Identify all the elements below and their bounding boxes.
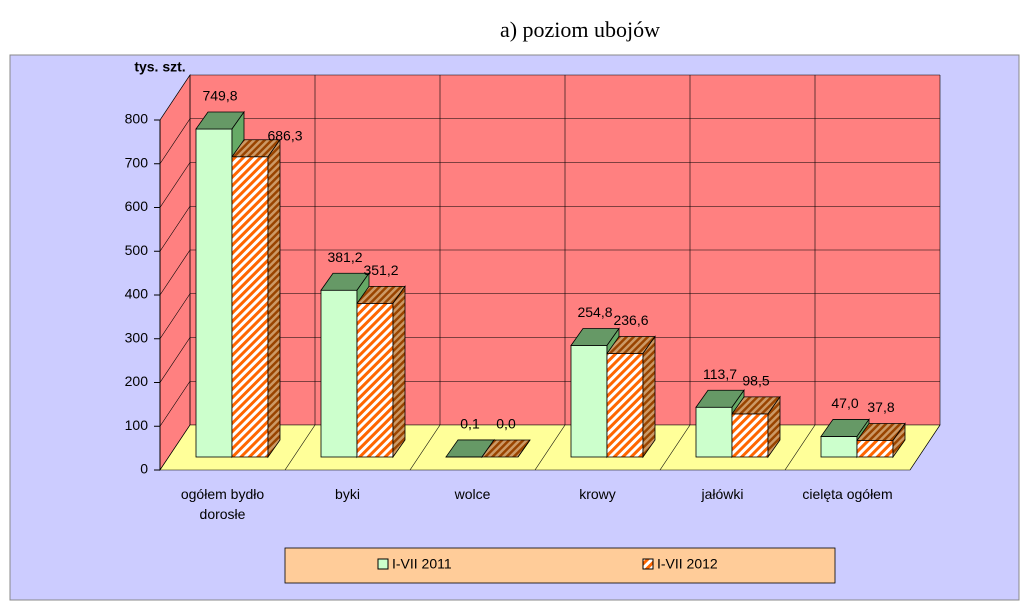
bar-side xyxy=(642,335,656,459)
y-tick-label: 0 xyxy=(140,461,148,477)
category-divider xyxy=(909,424,941,471)
bar-front xyxy=(731,413,769,458)
bar-side xyxy=(892,422,906,459)
bar xyxy=(231,138,281,459)
grid-line xyxy=(159,381,191,427)
category-divider xyxy=(284,424,316,471)
y-tick-label: 800 xyxy=(125,111,149,127)
y-tick-label: 700 xyxy=(125,154,149,170)
grid-line xyxy=(159,249,191,296)
value-label: 686,3 xyxy=(267,127,302,143)
category-divider xyxy=(159,424,191,471)
value-label: 47,0 xyxy=(831,395,858,411)
x-tick-label: byki xyxy=(335,486,360,502)
bar xyxy=(856,422,906,459)
y-tick-label: 200 xyxy=(125,373,149,389)
bar-front xyxy=(320,289,358,458)
y-tick-label: 500 xyxy=(125,242,149,258)
bar-side xyxy=(517,439,531,458)
legend-box xyxy=(284,547,836,584)
x-tick-label: cielęta ogółem xyxy=(802,486,893,502)
bar-front xyxy=(356,302,394,458)
y-tick-label: 100 xyxy=(125,417,149,433)
x-tick-label: jałówki xyxy=(701,486,744,502)
y-tick-label: 600 xyxy=(125,198,149,214)
grid-line xyxy=(159,162,191,208)
value-label: 381,2 xyxy=(327,249,362,265)
value-label: 98,5 xyxy=(742,373,769,389)
bar-front xyxy=(695,406,733,458)
category-divider xyxy=(409,424,441,471)
legend-swatch xyxy=(642,558,654,570)
value-label: 113,7 xyxy=(703,366,737,382)
x-tick-label: wolce xyxy=(454,486,491,502)
value-label: 351,2 xyxy=(363,262,398,278)
bar xyxy=(481,439,531,458)
category-divider xyxy=(784,424,816,471)
x-tick-label: krowy xyxy=(579,486,616,502)
x-tick-label: ogółem bydło dorosłe xyxy=(180,486,265,522)
bar-front xyxy=(606,353,644,458)
value-label: 0,1 xyxy=(460,416,480,432)
grid-line xyxy=(159,337,191,383)
value-label: 0,0 xyxy=(496,416,516,432)
bar xyxy=(606,335,656,459)
bar-front xyxy=(856,440,894,458)
bar-side xyxy=(767,395,781,459)
bar xyxy=(356,285,406,459)
bar-front xyxy=(195,128,233,458)
grid-line xyxy=(159,206,191,252)
value-label: 236,6 xyxy=(613,312,648,328)
category-divider xyxy=(534,424,566,471)
grid-line xyxy=(159,74,191,121)
legend-label: I-VII 2012 xyxy=(657,556,718,572)
bar-front xyxy=(570,345,608,458)
y-tick-label: 400 xyxy=(125,286,149,302)
bar xyxy=(731,395,781,459)
category-divider xyxy=(659,424,691,471)
value-label: 749,8 xyxy=(202,88,237,104)
grid-line xyxy=(159,118,191,164)
legend-label: I-VII 2011 xyxy=(392,556,452,572)
bar-front xyxy=(820,436,858,458)
bar-front xyxy=(231,156,269,458)
legend-swatch xyxy=(377,558,389,570)
bar-side xyxy=(392,285,406,459)
value-label: 254,8 xyxy=(577,304,612,320)
y-axis-label: tys. szt. xyxy=(134,59,185,75)
y-tick-label: 300 xyxy=(125,329,149,345)
grid-line xyxy=(159,293,191,339)
value-label: 37,8 xyxy=(867,399,894,415)
bar-side xyxy=(267,138,281,459)
chart-title: a) poziom ubojów xyxy=(500,17,660,42)
